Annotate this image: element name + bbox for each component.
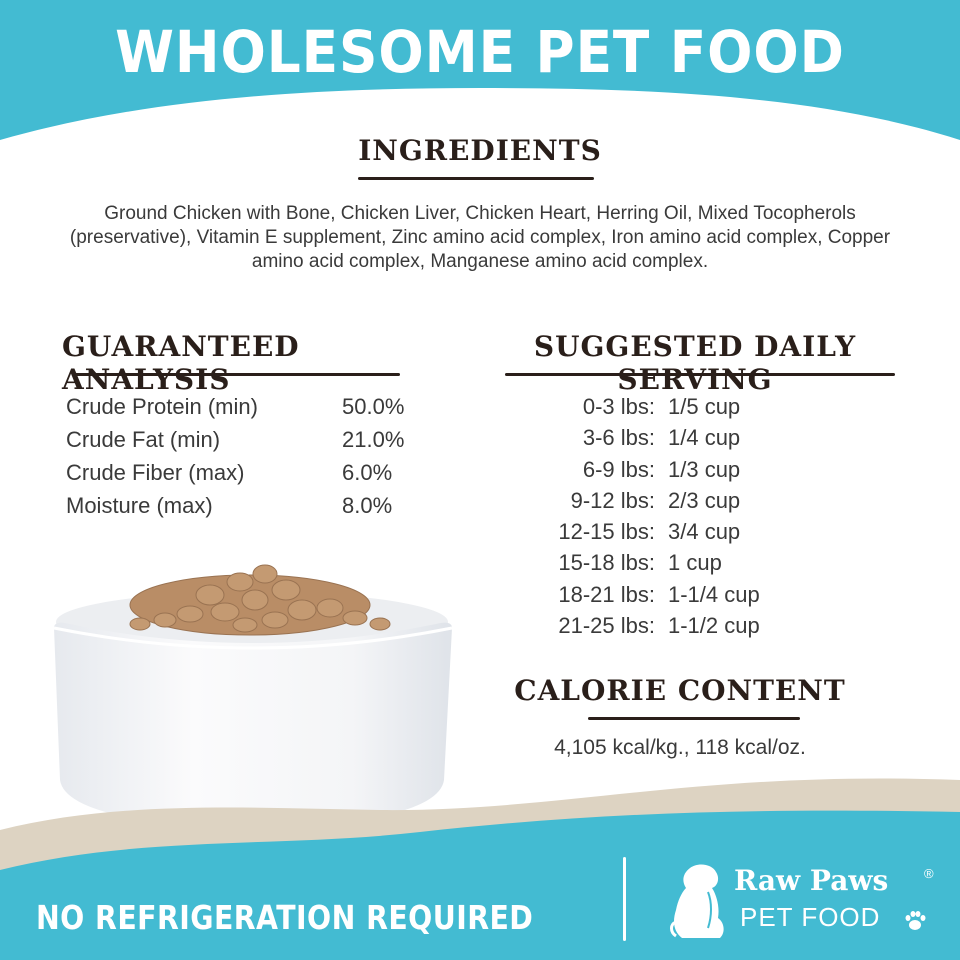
paw-print-icon: [905, 911, 926, 930]
serving-weight: 6-9 lbs:: [582, 456, 655, 482]
serving-weight: 15-18 lbs:: [558, 550, 655, 576]
analysis-label: Moisture (max): [66, 493, 213, 518]
serving-row: 12-15 lbs: 3/4 cup: [480, 519, 760, 550]
serving-amount: 1/4 cup: [668, 425, 741, 451]
serving-amount: 2/3 cup: [668, 487, 741, 513]
analysis-label: Crude Fiber (max): [66, 460, 245, 485]
serving-row: 9-12 lbs: 2/3 cup: [480, 488, 760, 519]
no-refrigeration-tagline: NO REFRIGERATION REQUIRED: [36, 898, 534, 937]
guaranteed-analysis-underline: [72, 373, 400, 376]
serving-amount: 1/3 cup: [668, 456, 741, 482]
calorie-content-underline: [588, 717, 800, 720]
analysis-value: 6.0%: [342, 460, 393, 485]
footer-divider: [623, 857, 626, 941]
serving-amount: 3/4 cup: [668, 519, 741, 545]
brand-subtitle: PET FOOD: [740, 902, 881, 932]
serving-weight: 18-21 lbs:: [558, 581, 655, 607]
ingredients-list: Ground Chicken with Bone, Chicken Liver,…: [69, 203, 891, 272]
analysis-row: Crude Fat (min) 21.0%: [66, 427, 442, 460]
serving-amount: 1 cup: [668, 550, 722, 576]
analysis-value: 21.0%: [342, 427, 405, 452]
analysis-row: Moisture (max) 8.0%: [66, 493, 442, 526]
analysis-value: 8.0%: [342, 493, 393, 518]
serving-amount: 1/5 cup: [668, 394, 741, 419]
serving-row: 18-21 lbs: 1-1/4 cup: [480, 581, 760, 613]
analysis-label: Crude Fat (min): [66, 427, 221, 452]
registered-mark: ®: [924, 866, 934, 881]
serving-row: 3-6 lbs: 1/4 cup: [480, 425, 760, 456]
guaranteed-analysis-table: Crude Protein (min) 50.0% Crude Fat (min…: [66, 394, 442, 526]
calorie-content-heading: CALORIE CONTENT: [514, 674, 846, 707]
brand-name: Raw Paws: [734, 864, 889, 897]
serving-weight: 12-15 lbs:: [558, 519, 655, 545]
analysis-label: Crude Protein (min): [66, 394, 258, 419]
calorie-content-value: 4,105 kcal/kg., 118 kcal/oz.: [554, 736, 806, 759]
analysis-value: 50.0%: [342, 394, 405, 419]
header-banner: [0, 0, 960, 140]
daily-serving-heading: SUGGESTED DAILY SERVING: [533, 330, 857, 396]
food-bowl-image: [53, 564, 453, 830]
analysis-row: Crude Fiber (max) 6.0%: [66, 460, 442, 493]
daily-serving-underline: [505, 373, 895, 376]
serving-row: 15-18 lbs: 1 cup: [480, 550, 760, 581]
serving-row: 21-25 lbs: 1-1/2 cup: [480, 613, 760, 644]
analysis-row: Crude Protein (min) 50.0%: [66, 394, 442, 427]
serving-row: 6-9 lbs: 1/3 cup: [480, 457, 760, 488]
serving-weight: 21-25 lbs:: [558, 613, 655, 639]
dog-cat-silhouette-icon: [670, 864, 724, 938]
ingredients-underline: [358, 177, 594, 180]
ingredients-heading: INGREDIENTS: [358, 134, 602, 167]
serving-weight: 3-6 lbs:: [582, 425, 655, 451]
daily-serving-table: 0-3 lbs: 1/5 cup 3-6 lbs: 1/4 cup 6-9 lbs:…: [480, 394, 760, 644]
page-title: WHOLESOME PET FOOD: [115, 18, 845, 86]
serving-amount: 1-1/2 cup: [668, 613, 760, 639]
serving-weight: 0-3 lbs:: [582, 394, 655, 419]
raw-paws-logo[interactable]: Raw Paws ® PET FOOD: [668, 862, 938, 942]
serving-amount: 1-1/4 cup: [668, 581, 760, 607]
guaranteed-analysis-heading: GUARANTEED ANALYSIS: [62, 330, 300, 396]
serving-weight: 9-12 lbs:: [570, 487, 655, 513]
serving-row: 0-3 lbs: 1/5 cup: [480, 394, 760, 425]
